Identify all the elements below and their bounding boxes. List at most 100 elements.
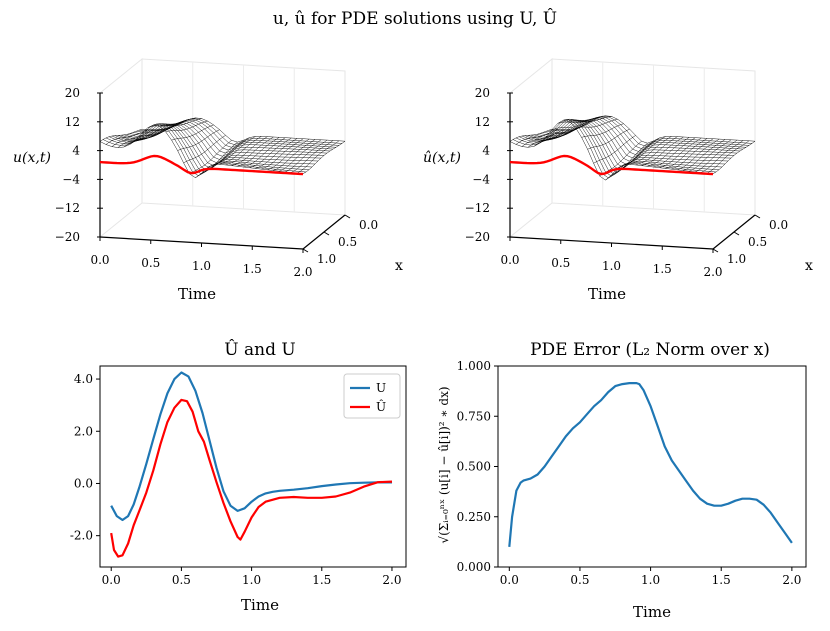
mesh-line [177, 129, 220, 151]
time-tick-label: 1.5 [653, 262, 672, 276]
mesh-line [695, 139, 738, 173]
z-tick-label: 20 [475, 86, 490, 100]
x-tick-label: 2.0 [382, 573, 401, 587]
mesh-line [105, 129, 149, 145]
time-tick-label: 2.0 [703, 265, 722, 279]
x-tick-label: 0.0 [102, 573, 121, 587]
x-tick-label: 0.5 [748, 235, 767, 249]
x-axis-label: Time [633, 603, 671, 621]
z-tick-label: −4 [62, 172, 80, 186]
mesh-line [219, 136, 262, 165]
x-tick-label: 0.5 [338, 235, 357, 249]
mesh-line [138, 118, 343, 145]
x-axis-label: x [805, 258, 813, 274]
mesh-line [706, 140, 750, 174]
mesh-line [521, 129, 564, 147]
mesh-line [225, 136, 268, 166]
mesh-line [623, 136, 666, 166]
y-tick-label: 1.000 [457, 359, 491, 373]
mesh-line [509, 128, 553, 142]
time-axis-label: Time [588, 285, 626, 303]
y-tick-label: 0.000 [457, 560, 491, 574]
mesh-line [575, 119, 618, 129]
y-tick-label: 0.0 [74, 476, 93, 490]
boundary-curve [99, 154, 304, 176]
mesh-line [195, 141, 238, 178]
z-tick-label: 12 [65, 115, 80, 129]
x-tick-label: 0.5 [570, 573, 589, 587]
mesh-line [279, 139, 322, 172]
time-tick-label: 1.0 [192, 259, 211, 273]
mesh-line [290, 140, 334, 173]
mesh-line [171, 124, 214, 141]
mesh-line [548, 115, 753, 147]
x-axis-label: x [395, 258, 403, 274]
x-tick-label: 0.0 [359, 218, 378, 232]
x-tick-label: 1.0 [727, 252, 746, 266]
series-line [110, 398, 393, 558]
mesh-line [712, 141, 756, 174]
x-tick-label: 1.0 [641, 573, 660, 587]
mesh-line [545, 123, 588, 138]
series-line [110, 371, 392, 522]
y-tick-label: 0.500 [457, 460, 491, 474]
z-axis-label: û(x,t) [423, 150, 461, 166]
mesh-line [581, 123, 624, 138]
mesh-line [123, 122, 328, 160]
mesh-line [515, 129, 559, 145]
mesh-line [243, 137, 286, 168]
mesh-line [593, 135, 636, 164]
mesh-line [99, 128, 143, 142]
x-tick-label: 1.0 [242, 573, 261, 587]
mesh-line [539, 118, 744, 155]
x-tick-label: 1.5 [312, 573, 331, 587]
chart-title: PDE Error (L₂ Norm over x) [530, 340, 770, 360]
time-tick-label: 1.5 [243, 262, 262, 276]
mesh-line [635, 136, 678, 166]
y-tick-label: 4.0 [74, 372, 93, 386]
x-tick [733, 231, 740, 236]
mesh-line [524, 119, 729, 171]
mesh-line [296, 140, 340, 174]
mesh-line [700, 140, 744, 173]
y-tick-label: 0.750 [457, 409, 491, 423]
pde-error-chart: PDE Error (L₂ Norm over x) Time √(Σᵢ₌₀ⁿˣ… [437, 340, 807, 621]
time-tick-label: 2.0 [293, 265, 312, 279]
mesh-line [551, 120, 594, 131]
mesh-line [647, 137, 690, 167]
mesh-line [569, 116, 612, 123]
mesh-line [515, 118, 720, 177]
mesh-line [147, 118, 190, 128]
time-tick-label: 0.5 [141, 256, 160, 270]
mesh-line [231, 136, 274, 166]
x-tick-label: 0.0 [500, 573, 519, 587]
time-tick-label: 0.5 [551, 256, 570, 270]
mesh-line [111, 129, 154, 147]
mesh-line [302, 141, 346, 174]
time-tick-label: 0.0 [90, 253, 109, 267]
mesh-line [659, 137, 702, 168]
side-pane [99, 57, 143, 239]
mesh-line [261, 138, 304, 170]
mesh-line [141, 121, 184, 134]
legend-box [343, 373, 401, 419]
mesh-line [135, 124, 178, 140]
mesh-line [123, 128, 167, 148]
mesh-line [587, 128, 630, 150]
mesh-line [689, 139, 732, 172]
y-tick-label: 0.250 [457, 510, 491, 524]
z-tick-label: −4 [472, 172, 490, 186]
z-tick-label: −12 [55, 201, 80, 215]
x-tick-label: 1.5 [712, 573, 731, 587]
mesh-line [255, 138, 298, 169]
legend-entry: Û [376, 398, 386, 414]
mesh-line [273, 139, 316, 171]
z-tick-label: 4 [482, 144, 490, 158]
time-tick-label: 0.0 [500, 253, 519, 267]
control-comparison-chart: Û and U Time 0.0 0.5 1.0 1.5 2.0 4.0 2.0 0.0 -2.… [70, 339, 407, 614]
mesh-line [539, 126, 582, 144]
x-tick-label: 0.0 [769, 218, 788, 232]
boundary-curve [509, 154, 714, 176]
mesh-line [183, 135, 226, 164]
mesh-line [102, 123, 307, 176]
